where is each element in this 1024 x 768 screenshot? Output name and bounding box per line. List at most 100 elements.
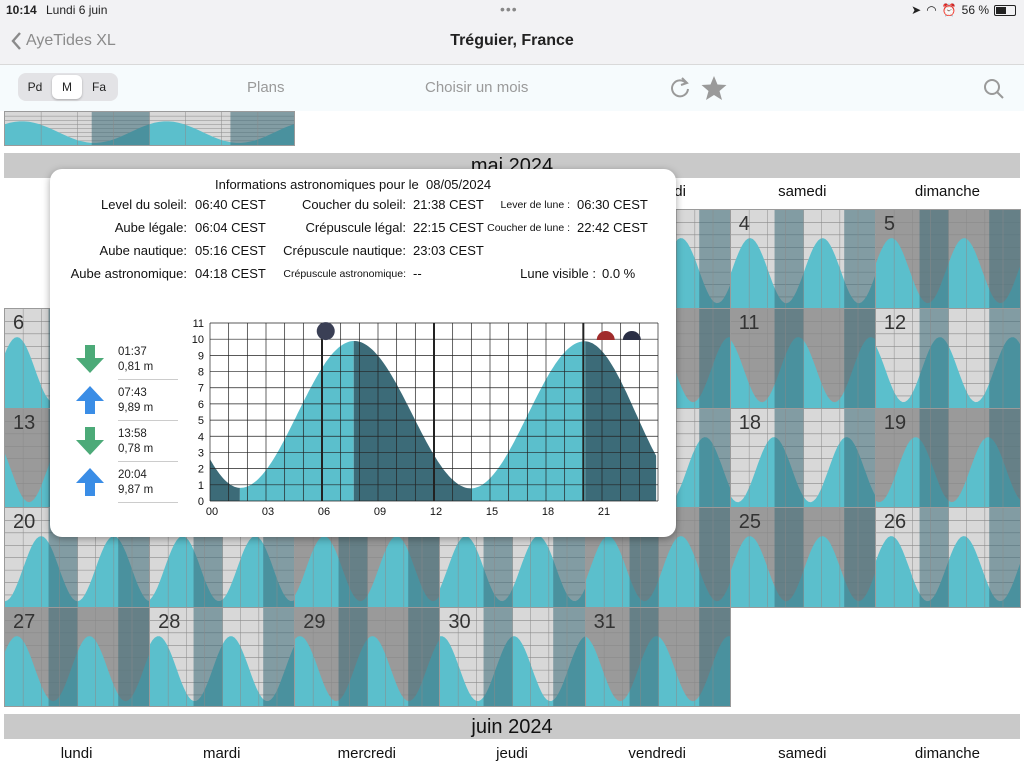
- nautical-dusk-label: Crépuscule nautique:: [283, 243, 406, 258]
- astronomical-dusk-value: --: [413, 266, 422, 281]
- weekday-dimanche: dimanche: [914, 183, 980, 200]
- day-number: 26: [883, 511, 907, 534]
- search-icon[interactable]: [983, 78, 1005, 100]
- moonrise-label: Lever de lune :: [500, 199, 570, 211]
- tide-time: 20:04: [118, 469, 147, 481]
- y-tick-label: 2: [198, 464, 204, 476]
- calendar-day-cell[interactable]: 11: [729, 308, 876, 409]
- calendar-day-cell[interactable]: 30: [439, 606, 586, 707]
- calendar-day-cell[interactable]: 5: [874, 209, 1021, 310]
- night-shade: [230, 112, 294, 145]
- weekday-mardi: mardi: [202, 745, 241, 762]
- view-mode-segmented-control[interactable]: Pd M Fa: [18, 73, 118, 101]
- chevron-left-icon: [11, 32, 21, 50]
- day-number: 30: [448, 610, 471, 633]
- sunset-label: Coucher du soleil:: [301, 197, 406, 212]
- night-shade: [629, 607, 659, 706]
- tide-time: 07:43: [118, 387, 147, 399]
- toolbar: Pd M Fa Plans Choisir un mois: [0, 65, 1024, 111]
- night-shade: [774, 210, 804, 309]
- civil-dusk-value: 22:15 CEST: [413, 220, 484, 235]
- arrow-down-icon: [76, 345, 104, 373]
- navigation-bar: AyeTides XL Tréguier, France: [0, 20, 1024, 65]
- day-number: 27: [13, 610, 36, 633]
- y-tick-label: 9: [198, 350, 204, 362]
- rising-tide-area: [239, 341, 354, 501]
- segment-pd[interactable]: Pd: [27, 80, 43, 94]
- sunrise-label: Level du soleil:: [101, 197, 187, 212]
- choose-month-button[interactable]: Choisir un mois: [425, 79, 529, 96]
- calendar-day-cell[interactable]: 28: [149, 606, 296, 707]
- night-shade: [408, 607, 440, 706]
- calendar-day-cell[interactable]: 18: [729, 407, 876, 509]
- tide-area: [730, 536, 875, 607]
- divider: [118, 461, 178, 462]
- moonset-label: Coucher de lune :: [487, 222, 570, 234]
- tide-time: 13:58: [118, 428, 147, 440]
- calendar-day-cell[interactable]: 25: [729, 507, 876, 608]
- y-tick-label: 10: [192, 334, 204, 346]
- arrow-up-icon: [76, 468, 104, 496]
- astronomy-info-popup[interactable]: Informations astronomiques pour le 08/05…: [50, 169, 676, 537]
- back-button[interactable]: AyeTides XL: [10, 31, 116, 51]
- night-shade: [338, 607, 368, 706]
- status-bar: 10:14 Lundi 6 juin ••• ➤ ◠ ⏰ 56 %: [0, 0, 1024, 20]
- y-tick-label: 4: [198, 431, 204, 443]
- day-tide-thumbnail: [875, 210, 1020, 309]
- night-shade: [919, 210, 949, 309]
- calendar-day-cell[interactable]: 29: [294, 606, 441, 707]
- calendar-day-cell[interactable]: 12: [874, 308, 1021, 409]
- battery-icon: [994, 4, 1016, 16]
- calendar-day-cell[interactable]: 27: [4, 606, 151, 707]
- night-shade: [553, 607, 585, 706]
- weekday-vendredi: vendredi: [628, 745, 686, 762]
- calendar-day-cell[interactable]: 26: [874, 507, 1021, 608]
- x-tick-label: 18: [542, 506, 554, 518]
- tide-time: 01:37: [118, 346, 147, 358]
- tide-event-high: 20:04 9,87 m: [70, 460, 230, 503]
- battery-percent: 56 %: [961, 3, 989, 17]
- day-tide-thumbnail: [730, 408, 875, 508]
- night-shade: [698, 210, 730, 309]
- day-number: 18: [738, 411, 761, 434]
- day-tide-thumbnail: [585, 607, 730, 706]
- segment-fa[interactable]: Fa: [91, 80, 106, 94]
- calendar-day-cell[interactable]: 31: [584, 606, 731, 707]
- tide-event-low: 01:37 0,81 m: [70, 337, 230, 380]
- tide-event-high: 07:43 9,89 m: [70, 378, 230, 421]
- sunset-value: 21:38 CEST: [413, 197, 484, 212]
- calendar-day-cell[interactable]: 20: [4, 507, 151, 608]
- night-shade: [843, 210, 875, 309]
- day-number: 19: [883, 411, 907, 434]
- night-shade: [698, 309, 730, 408]
- segment-m[interactable]: M: [52, 75, 82, 99]
- day-tide-thumbnail: [730, 508, 875, 607]
- civil-dusk-label: Crépuscule légal:: [305, 220, 406, 235]
- tide-area: [295, 536, 440, 607]
- tide-area: [730, 436, 875, 508]
- night-shade: [483, 607, 513, 706]
- tide-height: 0,81 m: [118, 361, 154, 373]
- refresh-icon[interactable]: [668, 75, 692, 101]
- divider: [118, 502, 178, 503]
- day-tide-thumbnail: [875, 408, 1020, 508]
- tide-height: 9,89 m: [118, 402, 154, 414]
- night-shade: [48, 607, 78, 706]
- rising-tide-area: [471, 341, 586, 501]
- status-time: 10:14: [6, 3, 37, 17]
- calendar-day-cell[interactable]: 4: [729, 209, 876, 310]
- plans-button[interactable]: Plans: [247, 79, 285, 96]
- tide-area: [5, 536, 150, 607]
- y-tick-label: 7: [198, 383, 204, 395]
- night-shade: [843, 309, 875, 408]
- calendar-day-cell[interactable]: 19: [874, 407, 1021, 509]
- multitask-dots-icon[interactable]: •••: [500, 1, 518, 17]
- back-label: AyeTides XL: [26, 32, 116, 49]
- star-icon[interactable]: [700, 74, 728, 102]
- day-tide-thumbnail: [730, 210, 875, 309]
- weekday-mercredi: mercredi: [337, 745, 397, 762]
- x-tick-label: 12: [430, 506, 442, 518]
- popup-title: Informations astronomiques pour le: [215, 177, 419, 192]
- night-shade: [989, 309, 1020, 408]
